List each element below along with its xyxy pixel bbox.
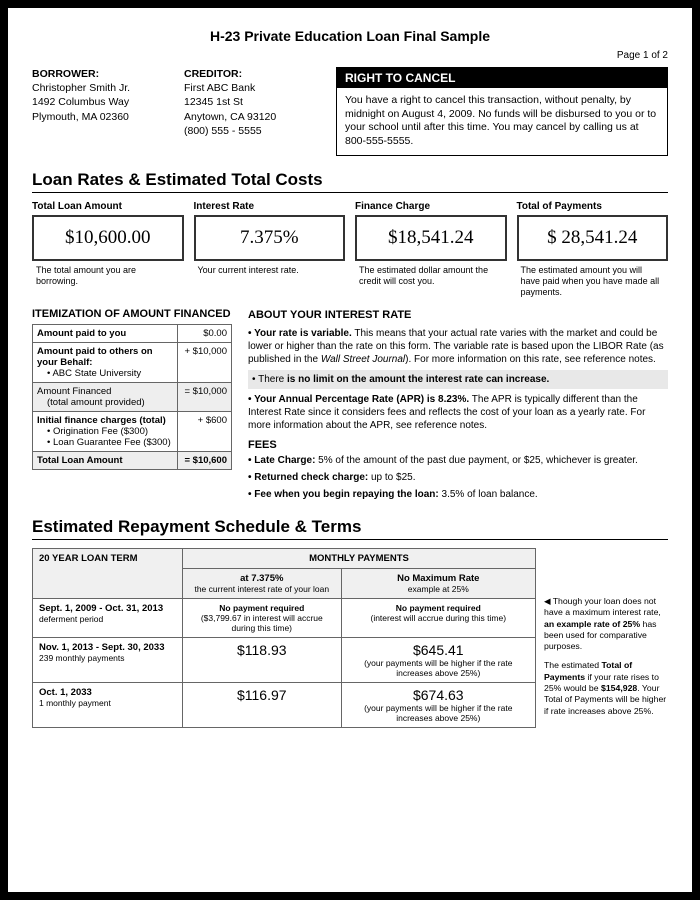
it-init-fee-label: Initial finance charges (total) [37, 415, 166, 426]
it-amt-fin-label: Amount Financed [37, 386, 111, 397]
creditor-addr2: Anytown, CA 93120 [184, 110, 324, 124]
header-row: BORROWER: Christopher Smith Jr. 1492 Col… [32, 67, 668, 156]
about-p1: • Your rate is variable. This means that… [248, 327, 668, 366]
creditor-addr1: 12345 1st St [184, 95, 324, 109]
itemize-heading: ITEMIZATION OF AMOUNT FINANCED [32, 308, 232, 320]
document-title: H-23 Private Education Loan Final Sample [32, 28, 668, 44]
rtc-heading: RIGHT TO CANCEL [337, 68, 667, 88]
mid-row: ITEMIZATION OF AMOUNT FINANCED Amount pa… [32, 308, 668, 505]
it-amt-fin-value: = $10,000 [178, 383, 232, 412]
it-init-fee-a: • Origination Fee ($300) [37, 426, 173, 437]
it-paid-others-value: + $10,000 [178, 343, 232, 383]
finance-label: Finance Charge [355, 201, 507, 212]
schedule-table: 20 YEAR LOAN TERM MONTHLY PAYMENTS at 7.… [32, 548, 536, 728]
total-loan-label: Total Loan Amount [32, 201, 184, 212]
about-p2: • There is no limit on the amount the in… [248, 370, 668, 389]
rtc-body: You have a right to cancel this transact… [337, 88, 667, 155]
arrow-icon: ◀ [544, 596, 551, 607]
borrower-name: Christopher Smith Jr. [32, 81, 172, 95]
finance-value: $18,541.24 [355, 215, 507, 261]
fee-repay: • Fee when you begin repaying the loan: … [248, 488, 668, 501]
col1-head: at 7.375%the current interest rate of yo… [183, 568, 342, 598]
sched-row-2: Nov. 1, 2013 - Sept. 30, 2033239 monthly… [33, 637, 536, 682]
page-number: Page 1 of 2 [32, 50, 668, 61]
sched-row-3: Oct. 1, 20331 monthly payment $116.97 $6… [33, 682, 536, 727]
it-init-fee-b: • Loan Guarantee Fee ($300) [37, 437, 173, 448]
fee-late: • Late Charge: 5% of the amount of the p… [248, 454, 668, 467]
it-paid-others-sub: • ABC State University [37, 368, 173, 379]
creditor-phone: (800) 555 - 5555 [184, 124, 324, 138]
finance-col: Finance Charge $18,541.24 The estimated … [355, 201, 507, 299]
fee-returned: • Returned check charge: up to $25. [248, 471, 668, 484]
right-to-cancel: RIGHT TO CANCEL You have a right to canc… [336, 67, 668, 156]
itemize-table: Amount paid to you $0.00 Amount paid to o… [32, 324, 232, 470]
totalpay-label: Total of Payments [517, 201, 669, 212]
schedule-wrap: 20 YEAR LOAN TERM MONTHLY PAYMENTS at 7.… [32, 548, 668, 728]
borrower-heading: BORROWER: [32, 67, 172, 81]
it-paid-you-value: $0.00 [178, 325, 232, 343]
fees-heading: FEES [248, 438, 668, 452]
total-loan-col: Total Loan Amount $10,600.00 The total a… [32, 201, 184, 299]
about-rate: ABOUT YOUR INTEREST RATE • Your rate is … [248, 308, 668, 505]
it-amt-fin-sub: (total amount provided) [37, 397, 173, 408]
schedule-section-heading: Estimated Repayment Schedule & Terms [32, 517, 668, 540]
borrower-addr2: Plymouth, MA 02360 [32, 110, 172, 124]
total-loan-value: $10,600.00 [32, 215, 184, 261]
creditor-name: First ABC Bank [184, 81, 324, 95]
mp-head: MONTHLY PAYMENTS [183, 548, 536, 568]
col2-head: No Maximum Rateexample at 25% [341, 568, 535, 598]
rate-boxes: Total Loan Amount $10,600.00 The total a… [32, 201, 668, 299]
document-page: H-23 Private Education Loan Final Sample… [0, 0, 700, 900]
total-loan-caption: The total amount you are borrowing. [32, 265, 184, 288]
interest-label: Interest Rate [194, 201, 346, 212]
interest-value: 7.375% [194, 215, 346, 261]
creditor-block: CREDITOR: First ABC Bank 12345 1st St An… [184, 67, 324, 156]
schedule-table-wrap: 20 YEAR LOAN TERM MONTHLY PAYMENTS at 7.… [32, 548, 536, 728]
interest-caption: Your current interest rate. [194, 265, 346, 276]
note-p1: ◀Though your loan does not have a maximu… [544, 596, 668, 653]
it-paid-you-label: Amount paid to you [37, 328, 126, 339]
creditor-heading: CREDITOR: [184, 67, 324, 81]
term-head: 20 YEAR LOAN TERM [33, 548, 183, 598]
about-heading: ABOUT YOUR INTEREST RATE [248, 308, 668, 322]
it-paid-others-label: Amount paid to others on your Behalf: [37, 346, 153, 368]
it-init-fee-value: + $600 [178, 412, 232, 452]
it-total-value: = $10,600 [184, 455, 227, 466]
borrower-addr1: 1492 Columbus Way [32, 95, 172, 109]
totalpay-caption: The estimated amount you will have paid … [517, 265, 669, 299]
interest-col: Interest Rate 7.375% Your current intere… [194, 201, 346, 299]
itemization: ITEMIZATION OF AMOUNT FINANCED Amount pa… [32, 308, 232, 505]
schedule-notes: ◀Though your loan does not have a maximu… [544, 548, 668, 728]
borrower-block: BORROWER: Christopher Smith Jr. 1492 Col… [32, 67, 172, 156]
note-p2: The estimated Total of Payments if your … [544, 660, 668, 717]
totalpay-col: Total of Payments $ 28,541.24 The estima… [517, 201, 669, 299]
sched-row-1: Sept. 1, 2009 - Oct. 31, 2013deferment p… [33, 598, 536, 637]
rates-section-heading: Loan Rates & Estimated Total Costs [32, 170, 668, 193]
totalpay-value: $ 28,541.24 [517, 215, 669, 261]
about-p3: • Your Annual Percentage Rate (APR) is 8… [248, 393, 668, 432]
finance-caption: The estimated dollar amount the credit w… [355, 265, 507, 288]
it-total-label: Total Loan Amount [37, 455, 123, 466]
